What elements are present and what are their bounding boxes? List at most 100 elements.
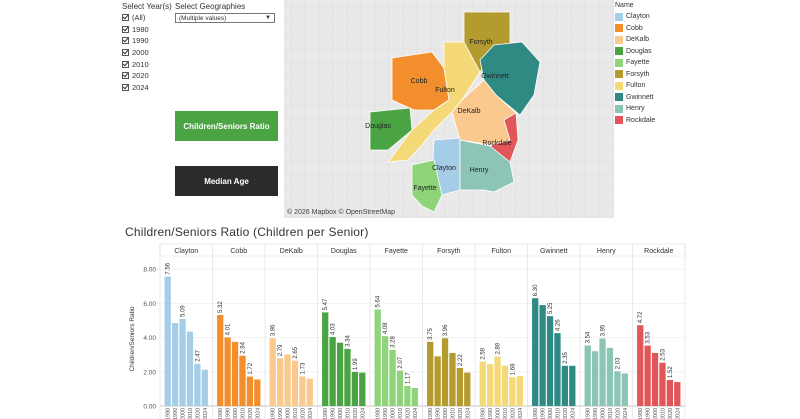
checkbox-checked-icon[interactable] [122, 37, 129, 45]
legend-item[interactable]: Fayette [615, 57, 655, 69]
x-tick-label: 1980 [376, 408, 382, 419]
bar-cobb [239, 355, 246, 406]
y-axis-label: Children/Seniors Ratio [129, 306, 136, 371]
bar-cobb [246, 376, 254, 406]
y-tick-label: 6.00 [143, 301, 156, 308]
bar-fulton [501, 365, 509, 406]
year-option-label: 2000 [132, 48, 149, 58]
legend-item[interactable]: Gwinnett [615, 92, 655, 104]
bar-fulton [516, 376, 523, 406]
checkbox-checked-icon[interactable] [122, 14, 129, 22]
year-option[interactable]: 2024 [122, 82, 172, 94]
x-tick-label: 1990 [436, 408, 442, 419]
legend-item[interactable]: Cobb [615, 23, 655, 35]
panel-header-cobb: Cobb [230, 248, 247, 255]
legend-label: Fulton [626, 82, 646, 90]
x-tick-label: 2020 [405, 408, 411, 419]
children-seniors-ratio-button[interactable]: Children/Seniors Ratio [175, 111, 278, 141]
checkbox-checked-icon[interactable] [122, 49, 129, 57]
legend-swatch [615, 47, 623, 56]
map-region-douglas [369, 107, 413, 151]
panel-header-dekalb: DeKalb [280, 248, 303, 255]
year-option-label: 2010 [132, 59, 149, 69]
year-option[interactable]: 2020 [122, 70, 172, 82]
bar-forsyth [441, 338, 449, 406]
x-tick-label: 2000 [496, 408, 502, 419]
panel-header-clayton: Clayton [174, 248, 198, 255]
map-label: Henry [470, 167, 489, 174]
x-tick-label: 1990 [173, 408, 179, 419]
geography-select-value: (Multiple values) [179, 14, 227, 22]
data-label: 2.59 [481, 347, 487, 359]
bar-forsyth [449, 352, 456, 406]
bar-henry [621, 373, 628, 406]
data-label: 2.35 [563, 351, 569, 363]
legend-swatch [615, 70, 623, 79]
data-label: 5.09 [181, 305, 187, 317]
legend-item[interactable]: Rockdale [615, 115, 655, 127]
checkbox-checked-icon[interactable] [122, 83, 129, 91]
checkbox-checked-icon[interactable] [122, 72, 129, 80]
bar-douglas [359, 372, 366, 406]
bar-gwinnett [554, 333, 561, 406]
map-label: Fayette [413, 185, 436, 192]
year-option-label: 2024 [132, 82, 149, 92]
bar-cobb [217, 314, 224, 406]
year-option[interactable]: (All) [122, 12, 172, 24]
bar-rockdale [637, 325, 644, 406]
x-tick-label: 2020 [668, 408, 674, 419]
y-tick-label: 0.00 [143, 404, 156, 411]
data-label: 2.65 [293, 346, 299, 358]
bar-douglas [336, 342, 344, 406]
bar-douglas [322, 312, 329, 406]
bar-henry [591, 351, 599, 406]
data-label: 3.34 [345, 335, 351, 347]
x-tick-label: 2024 [675, 408, 681, 419]
bar-rockdale [651, 352, 659, 406]
year-option[interactable]: 2010 [122, 58, 172, 70]
x-tick-label: 2024 [360, 408, 366, 419]
legend-item[interactable]: Clayton [615, 11, 655, 23]
map-label: Fulton [435, 87, 455, 94]
x-tick-label: 1990 [331, 408, 337, 419]
legend-item[interactable]: Douglas [615, 46, 655, 58]
x-tick-label: 2010 [345, 408, 351, 419]
bar-fulton [494, 356, 501, 406]
x-tick-label: 2010 [660, 408, 666, 419]
data-label: 1.52 [668, 366, 674, 378]
x-tick-label: 2024 [570, 408, 576, 419]
bar-forsyth [464, 372, 471, 406]
year-option[interactable]: 1990 [122, 35, 172, 47]
x-tick-label: 2024 [518, 408, 524, 419]
legend-label: DeKalb [626, 36, 649, 44]
x-tick-label: 1990 [541, 408, 547, 419]
legend-item[interactable]: Forsyth [615, 69, 655, 81]
map-label: Rockdale [482, 140, 511, 147]
checkbox-checked-icon[interactable] [122, 60, 129, 68]
median-age-button[interactable]: Median Age [175, 166, 278, 196]
x-tick-label: 1980 [428, 408, 434, 419]
x-tick-label: 2000 [443, 408, 449, 419]
x-tick-label: 1980 [481, 408, 487, 419]
bar-forsyth [434, 356, 441, 406]
bar-gwinnett [569, 365, 576, 406]
year-option[interactable]: 1980 [122, 24, 172, 36]
x-tick-label: 2000 [601, 408, 607, 419]
county-map[interactable]: Forsyth Cobb Fulton Gwinnett DeKalb Douglas Ro… [284, 0, 614, 218]
legend-label: Henry [626, 105, 645, 113]
legend-item[interactable]: Fulton [615, 80, 655, 92]
x-tick-label: 2010 [293, 408, 299, 419]
checkbox-checked-icon[interactable] [122, 25, 129, 33]
legend-label: Clayton [626, 13, 650, 21]
x-tick-label: 2020 [615, 408, 621, 419]
x-tick-label: 1980 [533, 408, 539, 419]
geography-select[interactable]: (Multiple values) ▼ [175, 13, 275, 23]
bar-gwinnett [546, 316, 554, 406]
x-tick-label: 2020 [195, 408, 201, 419]
year-option[interactable]: 2000 [122, 47, 172, 59]
bar-dekalb [291, 360, 299, 406]
legend-item[interactable]: DeKalb [615, 34, 655, 46]
bar-clayton [186, 331, 194, 406]
legend-item[interactable]: Henry [615, 103, 655, 115]
map-label: Forsyth [469, 39, 492, 46]
